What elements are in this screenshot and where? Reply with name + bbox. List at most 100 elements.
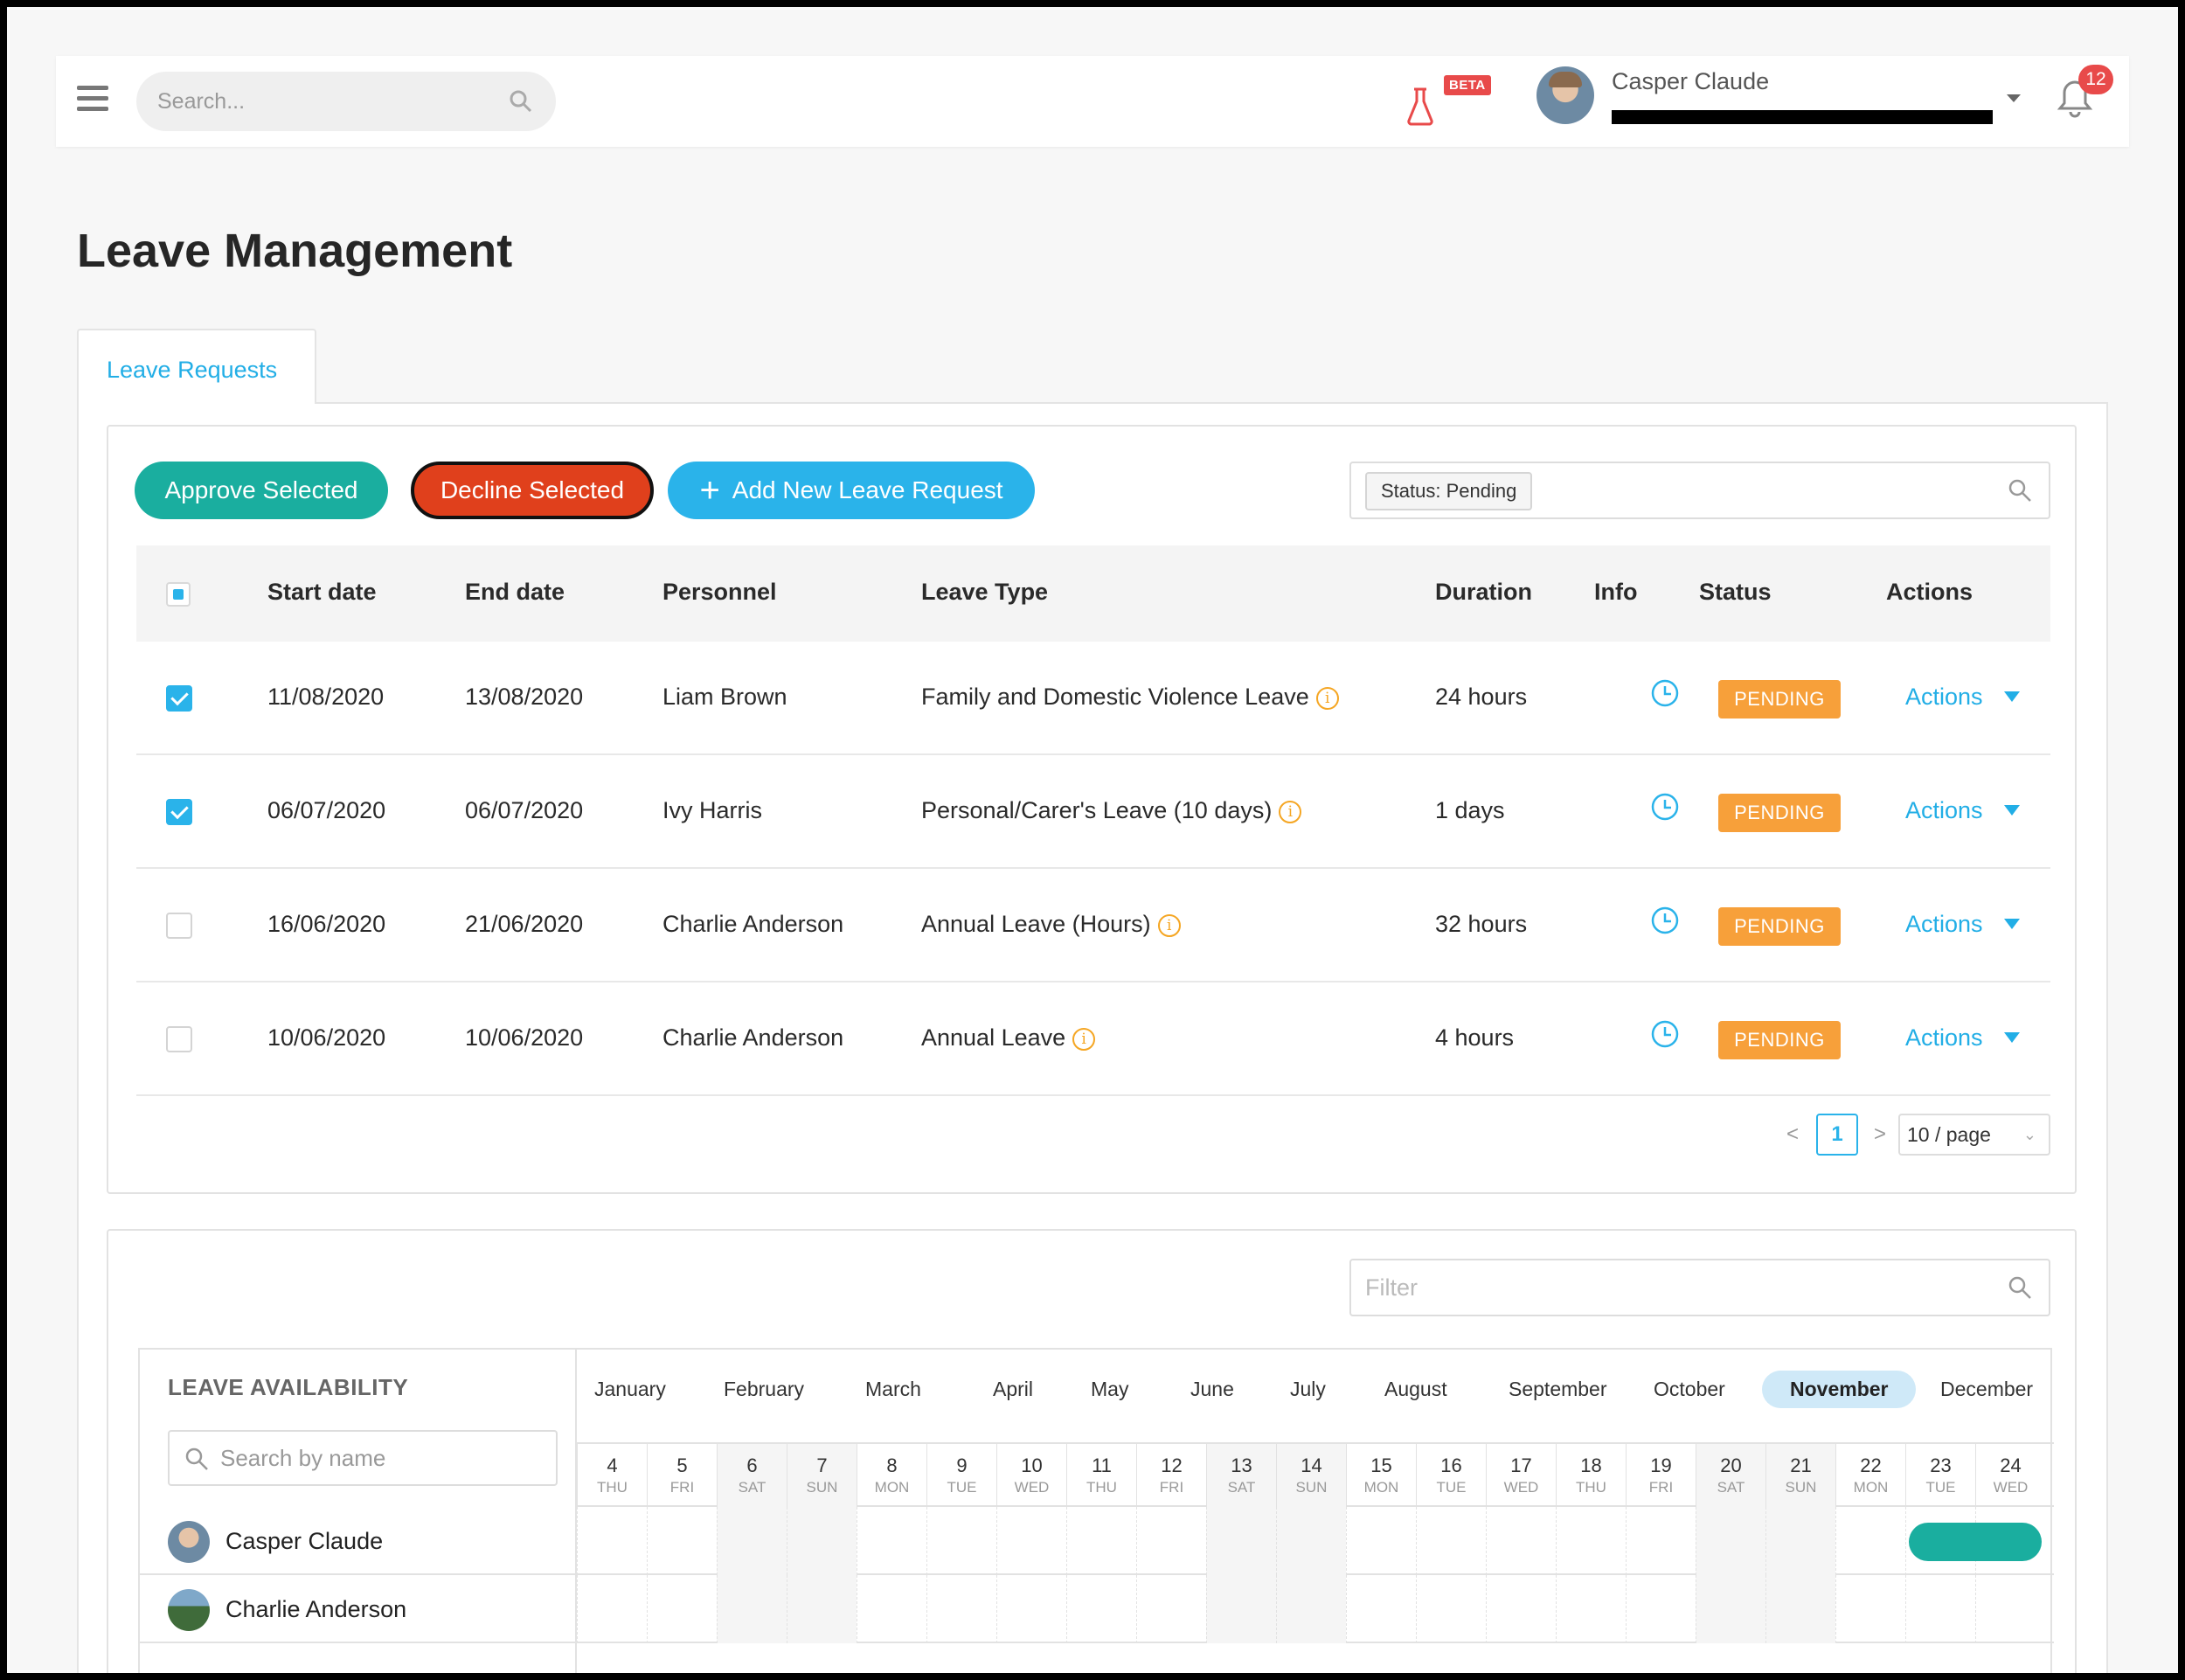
row-checkbox[interactable] — [166, 913, 192, 939]
day-cell[interactable] — [1765, 1575, 1835, 1643]
day-cell[interactable] — [717, 1507, 787, 1575]
tab-leave-requests[interactable]: Leave Requests — [77, 329, 316, 404]
chevron-down-icon[interactable] — [2007, 94, 2021, 102]
table-row[interactable]: 11/08/2020 13/08/2020 Liam Brown Family … — [136, 642, 2050, 755]
day-cell[interactable] — [1486, 1507, 1556, 1575]
month-december[interactable]: December — [1940, 1378, 2034, 1400]
menu-icon[interactable] — [77, 86, 108, 112]
clock-icon[interactable] — [1650, 678, 1680, 708]
approve-selected-button[interactable]: Approve Selected — [135, 462, 388, 519]
row-checkbox[interactable] — [166, 685, 192, 712]
column-header-duration[interactable]: Duration — [1435, 579, 1532, 605]
day-cell[interactable] — [1626, 1507, 1696, 1575]
day-cell[interactable] — [996, 1507, 1066, 1575]
actions-dropdown[interactable]: Actions — [1905, 797, 2020, 824]
day-cell[interactable] — [926, 1575, 996, 1643]
month-april[interactable]: April — [993, 1378, 1034, 1400]
column-header-status[interactable]: Status — [1699, 579, 1772, 605]
select-all-checkbox[interactable] — [166, 582, 191, 607]
month-june[interactable]: June — [1190, 1378, 1234, 1400]
table-row[interactable]: 16/06/2020 21/06/2020 Charlie Anderson A… — [136, 869, 2050, 982]
day-cell[interactable] — [1066, 1575, 1136, 1643]
day-cell[interactable] — [1975, 1575, 2045, 1643]
month-february[interactable]: February — [724, 1378, 805, 1400]
day-cell[interactable] — [857, 1507, 926, 1575]
column-header-end-date[interactable]: End date — [465, 579, 565, 605]
page-size-select[interactable]: 10 / page ⌄ — [1898, 1114, 2050, 1156]
row-checkbox[interactable] — [166, 1026, 192, 1052]
search-icon[interactable] — [2007, 477, 2033, 503]
global-search-input[interactable] — [157, 72, 498, 131]
day-cell[interactable] — [1276, 1507, 1346, 1575]
month-october[interactable]: October — [1654, 1378, 1725, 1400]
global-search[interactable] — [136, 72, 556, 131]
day-cell[interactable] — [1416, 1507, 1486, 1575]
name-search[interactable] — [168, 1430, 558, 1486]
day-cell[interactable] — [1835, 1575, 1905, 1643]
month-january[interactable]: January — [594, 1378, 666, 1400]
day-cell[interactable] — [1905, 1507, 1975, 1575]
day-cell[interactable] — [1136, 1507, 1206, 1575]
column-header-start-date[interactable]: Start date — [267, 579, 377, 605]
day-cell[interactable] — [1486, 1575, 1556, 1643]
column-header-leave-type[interactable]: Leave Type — [921, 579, 1049, 605]
actions-dropdown[interactable]: Actions — [1905, 911, 2020, 938]
add-leave-request-button[interactable]: + Add New Leave Request — [668, 462, 1035, 519]
day-cell[interactable] — [1626, 1575, 1696, 1643]
day-cell[interactable] — [1556, 1575, 1626, 1643]
actions-dropdown[interactable]: Actions — [1905, 684, 2020, 711]
status-filter-input[interactable]: Status: Pending — [1349, 462, 2050, 519]
day-cell[interactable] — [1556, 1507, 1626, 1575]
info-icon[interactable]: i — [1279, 801, 1302, 823]
day-cell[interactable] — [1416, 1575, 1486, 1643]
day-cell[interactable] — [577, 1575, 647, 1643]
day-cell[interactable] — [1206, 1575, 1276, 1643]
search-icon[interactable] — [2007, 1274, 2033, 1301]
day-cell[interactable] — [647, 1507, 717, 1575]
page-1-button[interactable]: 1 — [1816, 1114, 1858, 1156]
day-cell[interactable] — [577, 1507, 647, 1575]
info-icon[interactable]: i — [1315, 687, 1339, 710]
day-cell[interactable] — [926, 1507, 996, 1575]
avatar[interactable] — [1536, 66, 1594, 124]
prev-page-button[interactable]: < — [1786, 1122, 1800, 1146]
day-cell[interactable] — [1346, 1507, 1416, 1575]
day-cell[interactable] — [1696, 1575, 1765, 1643]
day-cell[interactable] — [1696, 1507, 1765, 1575]
next-page-button[interactable]: > — [1874, 1122, 1887, 1146]
flask-icon[interactable] — [1402, 80, 1489, 133]
day-cell[interactable] — [1136, 1575, 1206, 1643]
search-icon[interactable] — [509, 89, 533, 114]
leave-bar[interactable] — [1909, 1523, 2042, 1561]
decline-selected-button[interactable]: Decline Selected — [411, 462, 654, 519]
availability-filter[interactable] — [1349, 1259, 2050, 1316]
row-checkbox[interactable] — [166, 799, 192, 825]
column-header-personnel[interactable]: Personnel — [662, 579, 777, 605]
day-cell[interactable] — [1905, 1575, 1975, 1643]
day-cell[interactable] — [717, 1575, 787, 1643]
day-cell[interactable] — [787, 1507, 857, 1575]
info-icon[interactable]: i — [1157, 914, 1181, 937]
day-cell[interactable] — [1346, 1575, 1416, 1643]
day-cell[interactable] — [1206, 1507, 1276, 1575]
month-september[interactable]: September — [1509, 1378, 1607, 1400]
month-may[interactable]: May — [1091, 1378, 1129, 1400]
actions-dropdown[interactable]: Actions — [1905, 1024, 2020, 1052]
clock-icon[interactable] — [1650, 1019, 1680, 1049]
availability-filter-input[interactable] — [1365, 1260, 1977, 1315]
clock-icon[interactable] — [1650, 792, 1680, 822]
day-cell[interactable] — [1066, 1507, 1136, 1575]
day-cell[interactable] — [857, 1575, 926, 1643]
table-row[interactable]: 10/06/2020 10/06/2020 Charlie Anderson A… — [136, 982, 2050, 1096]
day-cell[interactable] — [787, 1575, 857, 1643]
day-cell[interactable] — [647, 1575, 717, 1643]
day-cell[interactable] — [1765, 1507, 1835, 1575]
month-march[interactable]: March — [865, 1378, 921, 1400]
day-cell[interactable] — [1276, 1575, 1346, 1643]
clock-icon[interactable] — [1650, 906, 1680, 935]
day-cell[interactable] — [1835, 1507, 1905, 1575]
info-icon[interactable]: i — [1072, 1028, 1096, 1051]
day-cell[interactable] — [996, 1575, 1066, 1643]
user-name[interactable]: Casper Claude — [1612, 68, 1770, 94]
month-july[interactable]: July — [1290, 1378, 1326, 1400]
